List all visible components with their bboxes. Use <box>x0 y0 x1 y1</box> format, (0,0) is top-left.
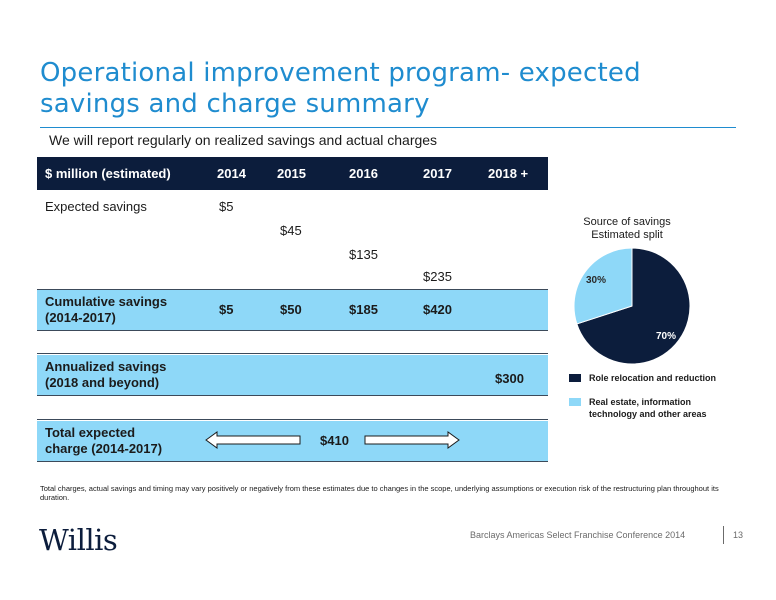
header-cell-2014: 2014 <box>217 166 246 181</box>
expected-savings-2016: $135 <box>349 247 378 262</box>
left-arrow-icon <box>205 431 301 449</box>
row-divider <box>37 353 548 354</box>
title-divider <box>40 127 736 128</box>
header-cell-2015: 2015 <box>277 166 306 181</box>
charge-label: Total expected charge (2014-2017) <box>45 425 163 456</box>
table-header: $ million (estimated) 2014 2015 2016 201… <box>37 157 548 190</box>
footnote: Total charges, actual savings and timing… <box>40 484 719 502</box>
savings-pie-chart: 70% 30% <box>573 247 691 365</box>
total-charge-row: Total expected charge (2014-2017) $410 <box>37 421 548 462</box>
pie-title: Source of savings Estimated split <box>583 216 671 241</box>
cumulative-2014: $5 <box>219 302 234 317</box>
charge-value: $410 <box>320 433 349 448</box>
pie-label-0: 70% <box>656 331 676 342</box>
expected-savings-2015: $45 <box>280 223 302 238</box>
cumulative-2017: $420 <box>423 302 452 317</box>
row-divider <box>37 419 548 420</box>
subtitle: We will report regularly on realized sav… <box>49 132 438 148</box>
expected-savings-label: Expected savings <box>45 199 147 214</box>
right-arrow-icon <box>364 431 460 449</box>
annualized-value: $300 <box>495 371 524 386</box>
pie-slice-0 <box>576 247 691 365</box>
header-cell-2016: 2016 <box>349 166 378 181</box>
expected-savings-2017: $235 <box>423 269 452 284</box>
legend-swatch-light <box>569 398 581 406</box>
cumulative-2015: $50 <box>280 302 302 317</box>
footer-conference: Barclays Americas Select Franchise Confe… <box>470 530 686 540</box>
pie-slice-1 <box>573 247 633 325</box>
footer-divider <box>723 526 724 544</box>
page-number: 13 <box>733 530 744 540</box>
cumulative-label: Cumulative savings (2014-2017) <box>45 294 168 325</box>
cumulative-2016: $185 <box>349 302 378 317</box>
annualized-savings-row: Annualized savings (2018 and beyond) $30… <box>37 355 548 396</box>
pie-label-1: 30% <box>586 275 606 286</box>
cumulative-savings-row: Cumulative savings (2014-2017) $5 $50 $1… <box>37 289 548 331</box>
annualized-label: Annualized savings (2018 and beyond) <box>45 359 167 390</box>
expected-savings-2014: $5 <box>219 199 234 214</box>
header-cell-2017: 2017 <box>423 166 452 181</box>
header-cell-2018: 2018 + <box>488 166 529 181</box>
legend-swatch-dark <box>569 374 581 382</box>
header-cell-label: $ million (estimated) <box>45 166 171 181</box>
page-title: Operational improvement program- expecte… <box>40 58 641 119</box>
willis-logo: Willis <box>39 523 118 557</box>
